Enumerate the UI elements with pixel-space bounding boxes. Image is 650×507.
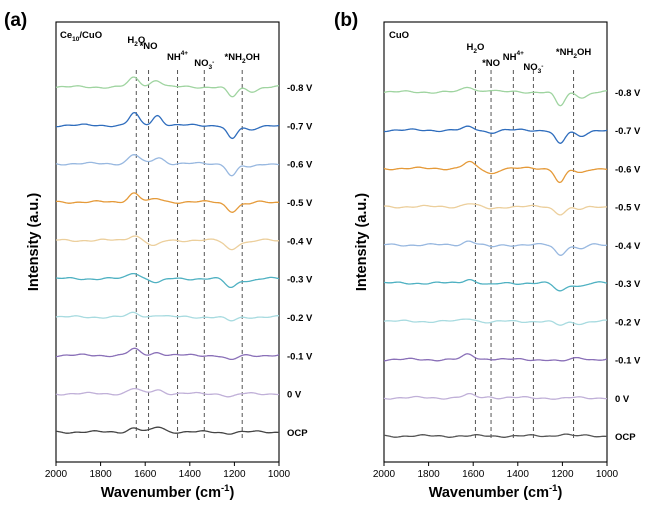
x-tick-label: 1200 — [551, 469, 574, 480]
x-tick-label: 1000 — [268, 469, 291, 480]
reference-label: NH4+ — [503, 50, 524, 63]
x-tick-label: 1600 — [134, 469, 157, 480]
x-axis-label: Wavenumber (cm-1) — [429, 483, 563, 501]
spectrum-line — [383, 392, 607, 400]
spectrum-line — [55, 76, 280, 98]
sample-label: Ce10/CuO — [60, 30, 102, 43]
panel-label: (a) — [4, 10, 27, 31]
spectrum-line — [383, 353, 608, 362]
series-label: OCP — [615, 432, 636, 443]
series-label: -0.4 V — [287, 236, 313, 247]
plot-frame — [383, 21, 608, 463]
spectrum-line — [55, 387, 279, 398]
series-label: -0.8 V — [287, 83, 313, 94]
y-axis-label: Intensity (a.u.) — [26, 193, 42, 291]
plot-frame — [55, 21, 280, 463]
x-tick-label: 1400 — [179, 469, 202, 480]
series-label: OCP — [287, 428, 308, 439]
series-label: -0.2 V — [287, 313, 313, 324]
x-tick-label: 2000 — [45, 469, 68, 480]
spectrum-line — [56, 235, 280, 251]
spectrum-line — [384, 125, 608, 144]
series-label: -0.1 V — [615, 356, 641, 367]
reference-label: H2O — [466, 42, 484, 55]
series-label: 0 V — [615, 394, 630, 405]
spectrum-line — [384, 240, 608, 256]
spectrum-line — [56, 192, 279, 213]
spectrum-line — [383, 318, 607, 326]
reference-label: NO3- — [194, 58, 214, 71]
x-axis-label: Wavenumber (cm-1) — [101, 483, 235, 501]
series-label: -0.6 V — [287, 160, 313, 171]
reference-label: NH4+ — [167, 50, 188, 63]
spectrum-line — [383, 278, 608, 292]
series-label: -0.4 V — [615, 241, 641, 252]
spectrum-line — [383, 203, 608, 216]
series-label: -0.8 V — [615, 88, 641, 99]
spectrum-line — [56, 111, 280, 140]
sample-label: CuO — [389, 30, 409, 41]
series-label: -0.3 V — [615, 279, 641, 290]
spectrum-line — [55, 347, 280, 361]
x-tick-label: 1600 — [462, 469, 485, 480]
reference-label: *NO — [140, 41, 158, 52]
series-label: -0.5 V — [615, 203, 641, 214]
series-label: -0.5 V — [287, 198, 313, 209]
reference-label: *NH2OH — [225, 52, 260, 65]
series-label: 0 V — [287, 390, 302, 401]
series-label: -0.3 V — [287, 275, 313, 286]
panel-a: (a) Ce10/CuO H2O*NO NH4+ NO3- *NH2OH -0.8 V -0.… — [4, 10, 313, 501]
x-tick-label: 1200 — [223, 469, 246, 480]
spectrum-line — [383, 160, 607, 184]
series-label: -0.7 V — [287, 121, 313, 132]
series-label: -0.6 V — [615, 164, 641, 175]
panel-label: (b) — [334, 10, 358, 31]
spectrum-line — [383, 86, 608, 107]
spectrum-line — [55, 154, 280, 177]
spectrum-line — [56, 272, 280, 289]
y-axis-label: Intensity (a.u.) — [354, 193, 370, 291]
x-tick-label: 2000 — [373, 469, 396, 480]
x-tick-label: 1800 — [89, 469, 112, 480]
spectrum-line — [56, 426, 280, 435]
reference-label: NO3- — [523, 62, 543, 75]
reference-label: *NH2OH — [556, 47, 591, 60]
spectrum-line — [384, 433, 608, 438]
x-tick-label: 1800 — [417, 469, 440, 480]
x-tick-label: 1000 — [596, 469, 619, 480]
spectrum-line — [55, 311, 280, 322]
series-label: -0.1 V — [287, 351, 313, 362]
series-label: -0.7 V — [615, 126, 641, 137]
reference-label: H2O — [127, 35, 145, 48]
x-tick-label: 1400 — [507, 469, 530, 480]
series-label: -0.2 V — [615, 317, 641, 328]
reference-label: *NO — [482, 58, 500, 69]
